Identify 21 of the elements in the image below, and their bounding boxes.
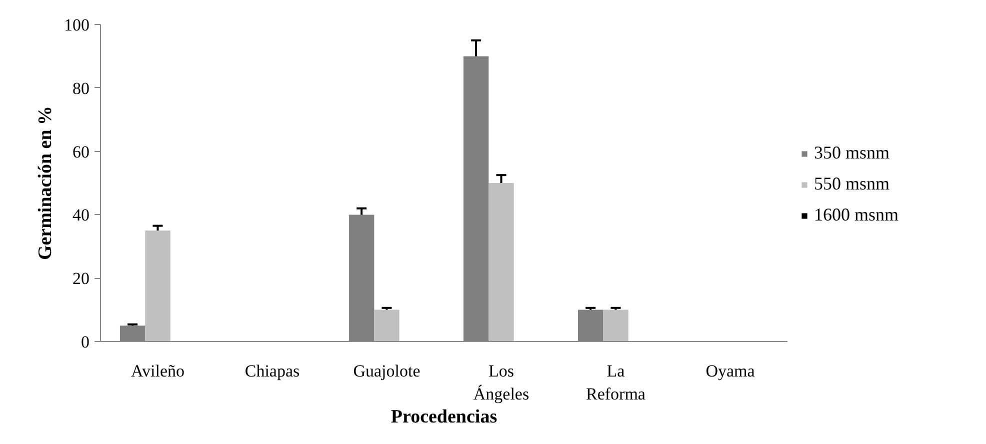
x-tick-label: Avileño xyxy=(130,362,185,380)
y-axis-title: Germinación en % xyxy=(35,106,56,260)
x-tick-label: Guajolote xyxy=(353,362,420,380)
x-axis-title: Procedencias xyxy=(390,406,498,428)
bar xyxy=(374,310,400,342)
y-tick-label: 80 xyxy=(72,78,90,98)
legend-label: 550 msnm xyxy=(814,174,890,194)
y-tick-label: 100 xyxy=(64,16,90,34)
bar xyxy=(145,230,170,342)
y-tick-label: 60 xyxy=(72,142,90,162)
x-tick-label: La Reforma xyxy=(586,362,646,404)
legend-label: 1600 msnm xyxy=(814,204,899,226)
y-tick-label: 40 xyxy=(72,206,90,225)
x-tick-label: Chiapas xyxy=(244,362,300,380)
x-tick-label: Los Ángeles xyxy=(473,362,530,404)
x-tick-label: Oyama xyxy=(706,362,756,380)
bar xyxy=(488,183,514,342)
legend-label: 350 msnm xyxy=(814,142,890,164)
y-tick-label: 0 xyxy=(81,332,90,352)
y-tick-label: 20 xyxy=(72,269,90,288)
bar xyxy=(603,310,628,342)
